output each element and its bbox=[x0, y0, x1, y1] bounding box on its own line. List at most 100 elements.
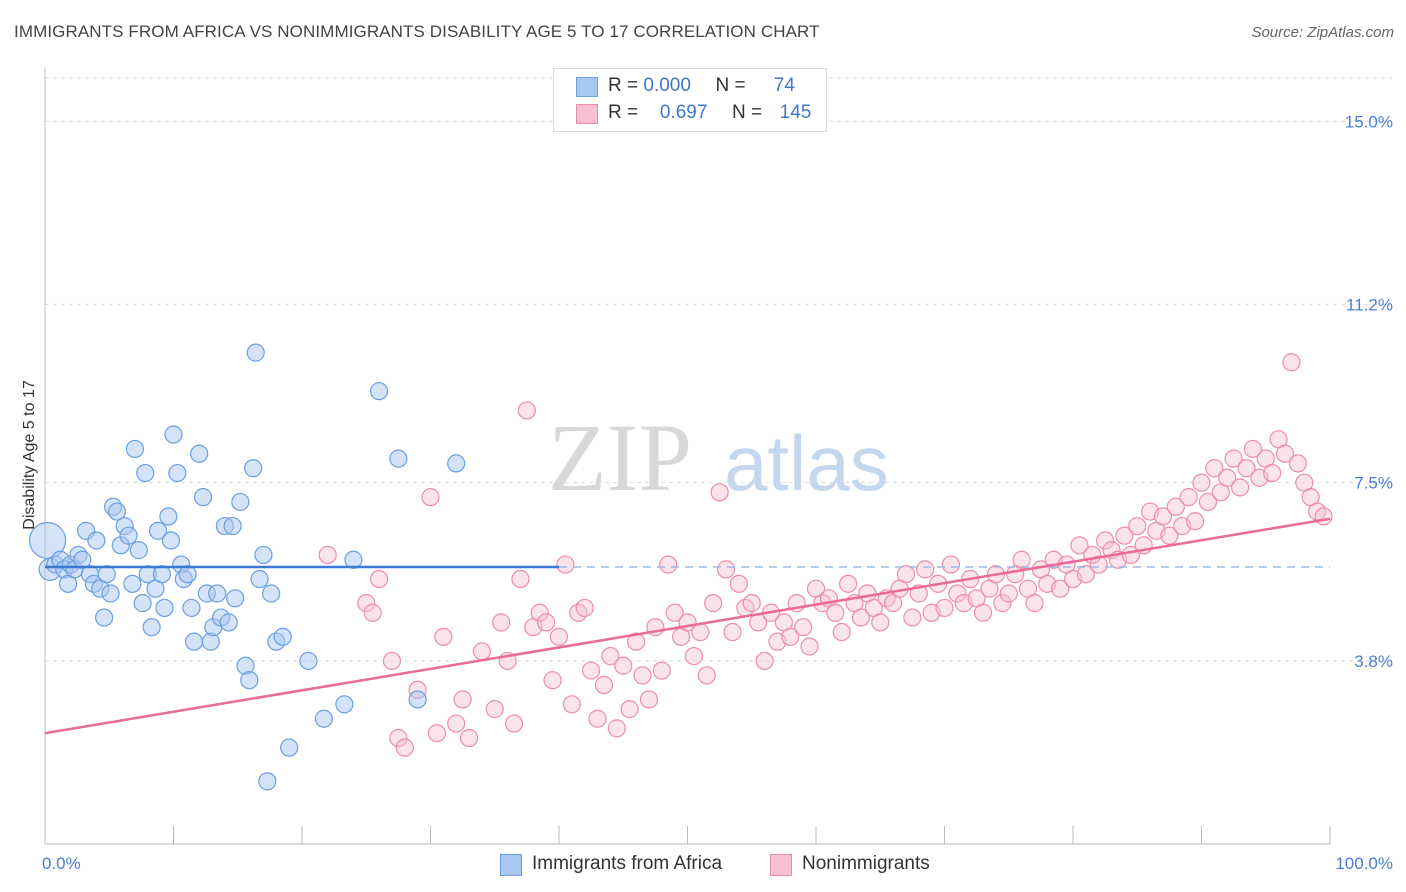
point-nonimmigrants-103 bbox=[1051, 579, 1070, 598]
point-nonimmigrants-97 bbox=[1012, 550, 1031, 569]
point-nonimmigrants-14 bbox=[472, 642, 491, 661]
point-nonimmigrants-13 bbox=[459, 728, 479, 748]
point-nonimmigrants-36 bbox=[620, 700, 639, 719]
point-nonimmigrants-39 bbox=[639, 690, 659, 709]
point-africa-27 bbox=[136, 463, 155, 483]
point-nonimmigrants-110 bbox=[1096, 531, 1115, 550]
point-africa-72 bbox=[408, 690, 427, 709]
point-africa-48 bbox=[208, 584, 227, 603]
point-nonimmigrants-27 bbox=[562, 695, 581, 714]
y-tick-label-3: 15.0% bbox=[1345, 112, 1393, 131]
point-africa-69 bbox=[344, 550, 363, 569]
point-nonimmigrants-127 bbox=[1205, 459, 1224, 478]
point-africa-41 bbox=[182, 598, 201, 618]
legend-r-value-africa: 0.000 bbox=[643, 75, 691, 96]
point-nonimmigrants-20 bbox=[517, 401, 536, 420]
point-nonimmigrants-12 bbox=[453, 690, 472, 709]
point-africa-22 bbox=[119, 526, 138, 545]
point-nonimmigrants-87 bbox=[948, 584, 967, 603]
bottom-legend-label-africa: Immigrants from Africa bbox=[532, 853, 723, 874]
legend-r-label: R = bbox=[608, 102, 639, 123]
point-nonimmigrants-30 bbox=[582, 661, 601, 680]
point-nonimmigrants-26 bbox=[556, 555, 575, 574]
point-nonimmigrants-138 bbox=[1275, 444, 1295, 463]
point-nonimmigrants-63 bbox=[794, 618, 813, 637]
point-nonimmigrants-140 bbox=[1288, 454, 1307, 473]
point-nonimmigrants-57 bbox=[755, 651, 774, 671]
point-nonimmigrants-42 bbox=[659, 555, 678, 574]
point-nonimmigrants-113 bbox=[1115, 526, 1134, 545]
legend: R = 0.000 N = 74 R = 0.697 N = 145 bbox=[553, 68, 827, 132]
legend-swatch-nonimmigrants bbox=[576, 104, 598, 124]
point-nonimmigrants-133 bbox=[1243, 439, 1263, 459]
point-nonimmigrants-6 bbox=[395, 738, 414, 757]
point-nonimmigrants-22 bbox=[530, 603, 549, 622]
point-nonimmigrants-5 bbox=[389, 728, 408, 748]
axes bbox=[44, 68, 1331, 845]
point-africa-17 bbox=[101, 584, 120, 603]
point-nonimmigrants-64 bbox=[800, 637, 819, 656]
point-nonimmigrants-9 bbox=[427, 724, 447, 743]
point-nonimmigrants-139 bbox=[1282, 353, 1301, 372]
point-africa-43 bbox=[190, 444, 209, 463]
point-africa-52 bbox=[223, 516, 242, 536]
point-nonimmigrants-32 bbox=[594, 675, 614, 695]
point-africa-15 bbox=[95, 608, 114, 627]
point-africa-35 bbox=[161, 531, 181, 550]
series-nonimmigrants-points bbox=[318, 353, 1333, 757]
point-nonimmigrants-8 bbox=[421, 488, 440, 507]
point-nonimmigrants-68 bbox=[826, 603, 845, 622]
point-nonimmigrants-82 bbox=[916, 560, 935, 579]
chart-title: IMMIGRANTS FROM AFRICA VS NONIMMIGRANTS … bbox=[14, 22, 820, 41]
point-nonimmigrants-91 bbox=[973, 603, 993, 622]
point-africa-42 bbox=[184, 632, 204, 651]
y-tick-label-1: 7.5% bbox=[1354, 474, 1393, 493]
point-nonimmigrants-115 bbox=[1128, 516, 1147, 536]
point-nonimmigrants-75 bbox=[871, 613, 890, 632]
point-nonimmigrants-80 bbox=[903, 608, 922, 627]
point-nonimmigrants-144 bbox=[1314, 507, 1333, 526]
point-nonimmigrants-121 bbox=[1166, 497, 1185, 516]
trend-line-nonimmigrants bbox=[44, 517, 1331, 735]
point-africa-24 bbox=[125, 439, 145, 459]
watermark-atlas: atlas bbox=[724, 419, 889, 507]
point-nonimmigrants-18 bbox=[504, 714, 524, 733]
point-africa-66 bbox=[299, 651, 318, 671]
point-nonimmigrants-11 bbox=[447, 714, 466, 733]
point-nonimmigrants-130 bbox=[1224, 449, 1243, 468]
point-nonimmigrants-99 bbox=[1025, 594, 1044, 613]
point-nonimmigrants-37 bbox=[626, 632, 646, 651]
point-nonimmigrants-94 bbox=[993, 594, 1012, 613]
point-nonimmigrants-52 bbox=[723, 622, 742, 642]
point-nonimmigrants-69 bbox=[832, 622, 851, 642]
tick-labels: 3.8% 7.5% 11.2% 15.0% 0.0% 100.0% bbox=[42, 112, 1393, 873]
series-africa-points bbox=[28, 343, 466, 791]
point-africa-58 bbox=[246, 343, 265, 362]
point-nonimmigrants-129 bbox=[1218, 468, 1237, 487]
x-tick-label-0: 0.0% bbox=[42, 854, 81, 873]
point-africa-71 bbox=[389, 449, 408, 468]
point-africa-33 bbox=[155, 598, 174, 618]
point-nonimmigrants-49 bbox=[704, 594, 723, 613]
point-africa-53 bbox=[226, 589, 245, 608]
legend-n-value-nonimmigrants: 145 bbox=[779, 102, 812, 123]
point-africa-57 bbox=[244, 459, 263, 478]
point-nonimmigrants-35 bbox=[614, 656, 633, 675]
y-tick-label-0: 3.8% bbox=[1354, 652, 1393, 671]
point-nonimmigrants-61 bbox=[781, 627, 800, 646]
point-africa-32 bbox=[152, 565, 172, 584]
trend-lines bbox=[44, 517, 1331, 735]
point-nonimmigrants-50 bbox=[710, 483, 729, 502]
point-africa-31 bbox=[148, 521, 168, 540]
point-nonimmigrants-132 bbox=[1237, 459, 1256, 478]
point-nonimmigrants-15 bbox=[485, 700, 504, 719]
point-nonimmigrants-119 bbox=[1153, 507, 1173, 526]
point-africa-37 bbox=[168, 463, 187, 483]
point-africa-40 bbox=[178, 565, 197, 584]
point-nonimmigrants-107 bbox=[1076, 565, 1095, 584]
point-nonimmigrants-46 bbox=[684, 647, 704, 666]
source-label: Source: ZipAtlas.com bbox=[1251, 24, 1394, 41]
point-africa-60 bbox=[254, 545, 273, 565]
legend-r-value-nonimmigrants: 0.697 bbox=[659, 102, 708, 123]
